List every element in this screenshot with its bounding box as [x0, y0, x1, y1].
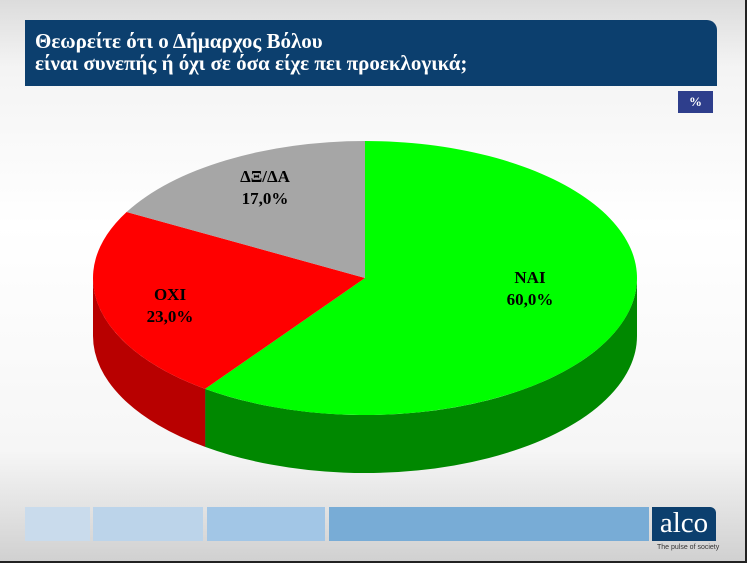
pie-slice-1 — [93, 211, 366, 389]
slide-title: Θεωρείτε ότι ο Δήμαρχος Βόλου είναι συνε… — [25, 20, 717, 86]
footer-bar-1 — [25, 507, 90, 541]
alco-logo: alco — [652, 507, 716, 541]
slice-value-0: 60,0% — [507, 290, 554, 309]
footer-bar-2 — [93, 507, 203, 541]
slice-value-1: 23,0% — [147, 307, 194, 326]
slice-label-1: ΟΧΙ — [154, 285, 187, 304]
pie-slice-0 — [205, 141, 637, 415]
pie-side-1 — [93, 278, 206, 447]
title-line-1: Θεωρείτε ότι ο Δήμαρχος Βόλου — [35, 29, 323, 53]
pie-slice-2 — [126, 141, 365, 278]
unit-badge: % — [678, 91, 713, 113]
slice-value-2: 17,0% — [242, 189, 289, 208]
logo-tagline: The pulse of society — [657, 544, 720, 551]
pie-side-0 — [205, 278, 637, 473]
slice-label-0: ΝΑΙ — [514, 268, 546, 287]
title-line-2: είναι συνεπής ή όχι σε όσα είχε πει προε… — [35, 51, 468, 75]
footer-bar-3 — [207, 507, 325, 541]
slice-label-2: ΔΞ/ΔΑ — [240, 167, 291, 186]
footer-bar-4 — [329, 507, 649, 541]
